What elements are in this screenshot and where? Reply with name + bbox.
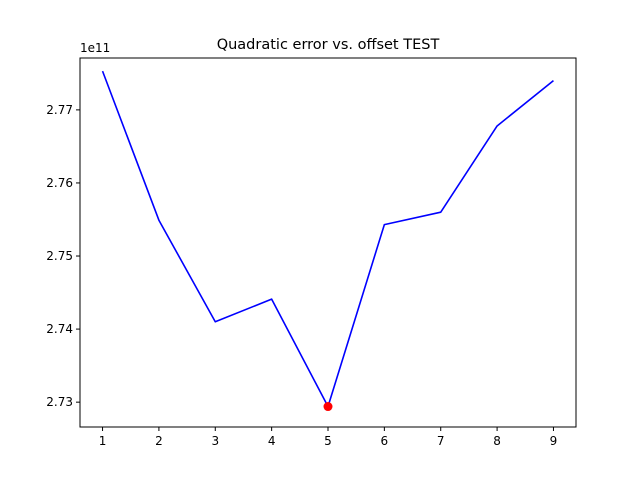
x-tick-label: 1 — [99, 434, 107, 448]
x-tick-label: 3 — [211, 434, 219, 448]
x-tick-label: 6 — [381, 434, 389, 448]
plot-area-frame — [79, 57, 577, 428]
y-tick-label: 2.73 — [46, 395, 73, 409]
series-layer — [101, 70, 554, 412]
minimum-point-marker — [323, 402, 333, 412]
y-tick-label: 2.77 — [46, 103, 73, 117]
x-tick-label: 2 — [155, 434, 163, 448]
y-axis-offset-label: 1e11 — [80, 41, 110, 55]
x-axis-ticks: 1 2 3 4 5 6 7 8 9 — [99, 427, 558, 448]
x-tick-label: 8 — [493, 434, 501, 448]
x-tick-label: 9 — [550, 434, 558, 448]
x-tick-label: 7 — [437, 434, 445, 448]
x-tick-label: 4 — [268, 434, 276, 448]
y-axis-ticks: 2.73 2.74 2.75 2.76 2.77 — [46, 103, 80, 409]
x-tick-label: 5 — [324, 434, 332, 448]
y-tick-label: 2.76 — [46, 176, 73, 190]
y-tick-label: 2.74 — [46, 322, 73, 336]
chart-title: Quadratic error vs. offset TEST — [217, 37, 440, 53]
error-series-line — [101, 70, 554, 408]
y-tick-label: 2.75 — [46, 249, 73, 263]
